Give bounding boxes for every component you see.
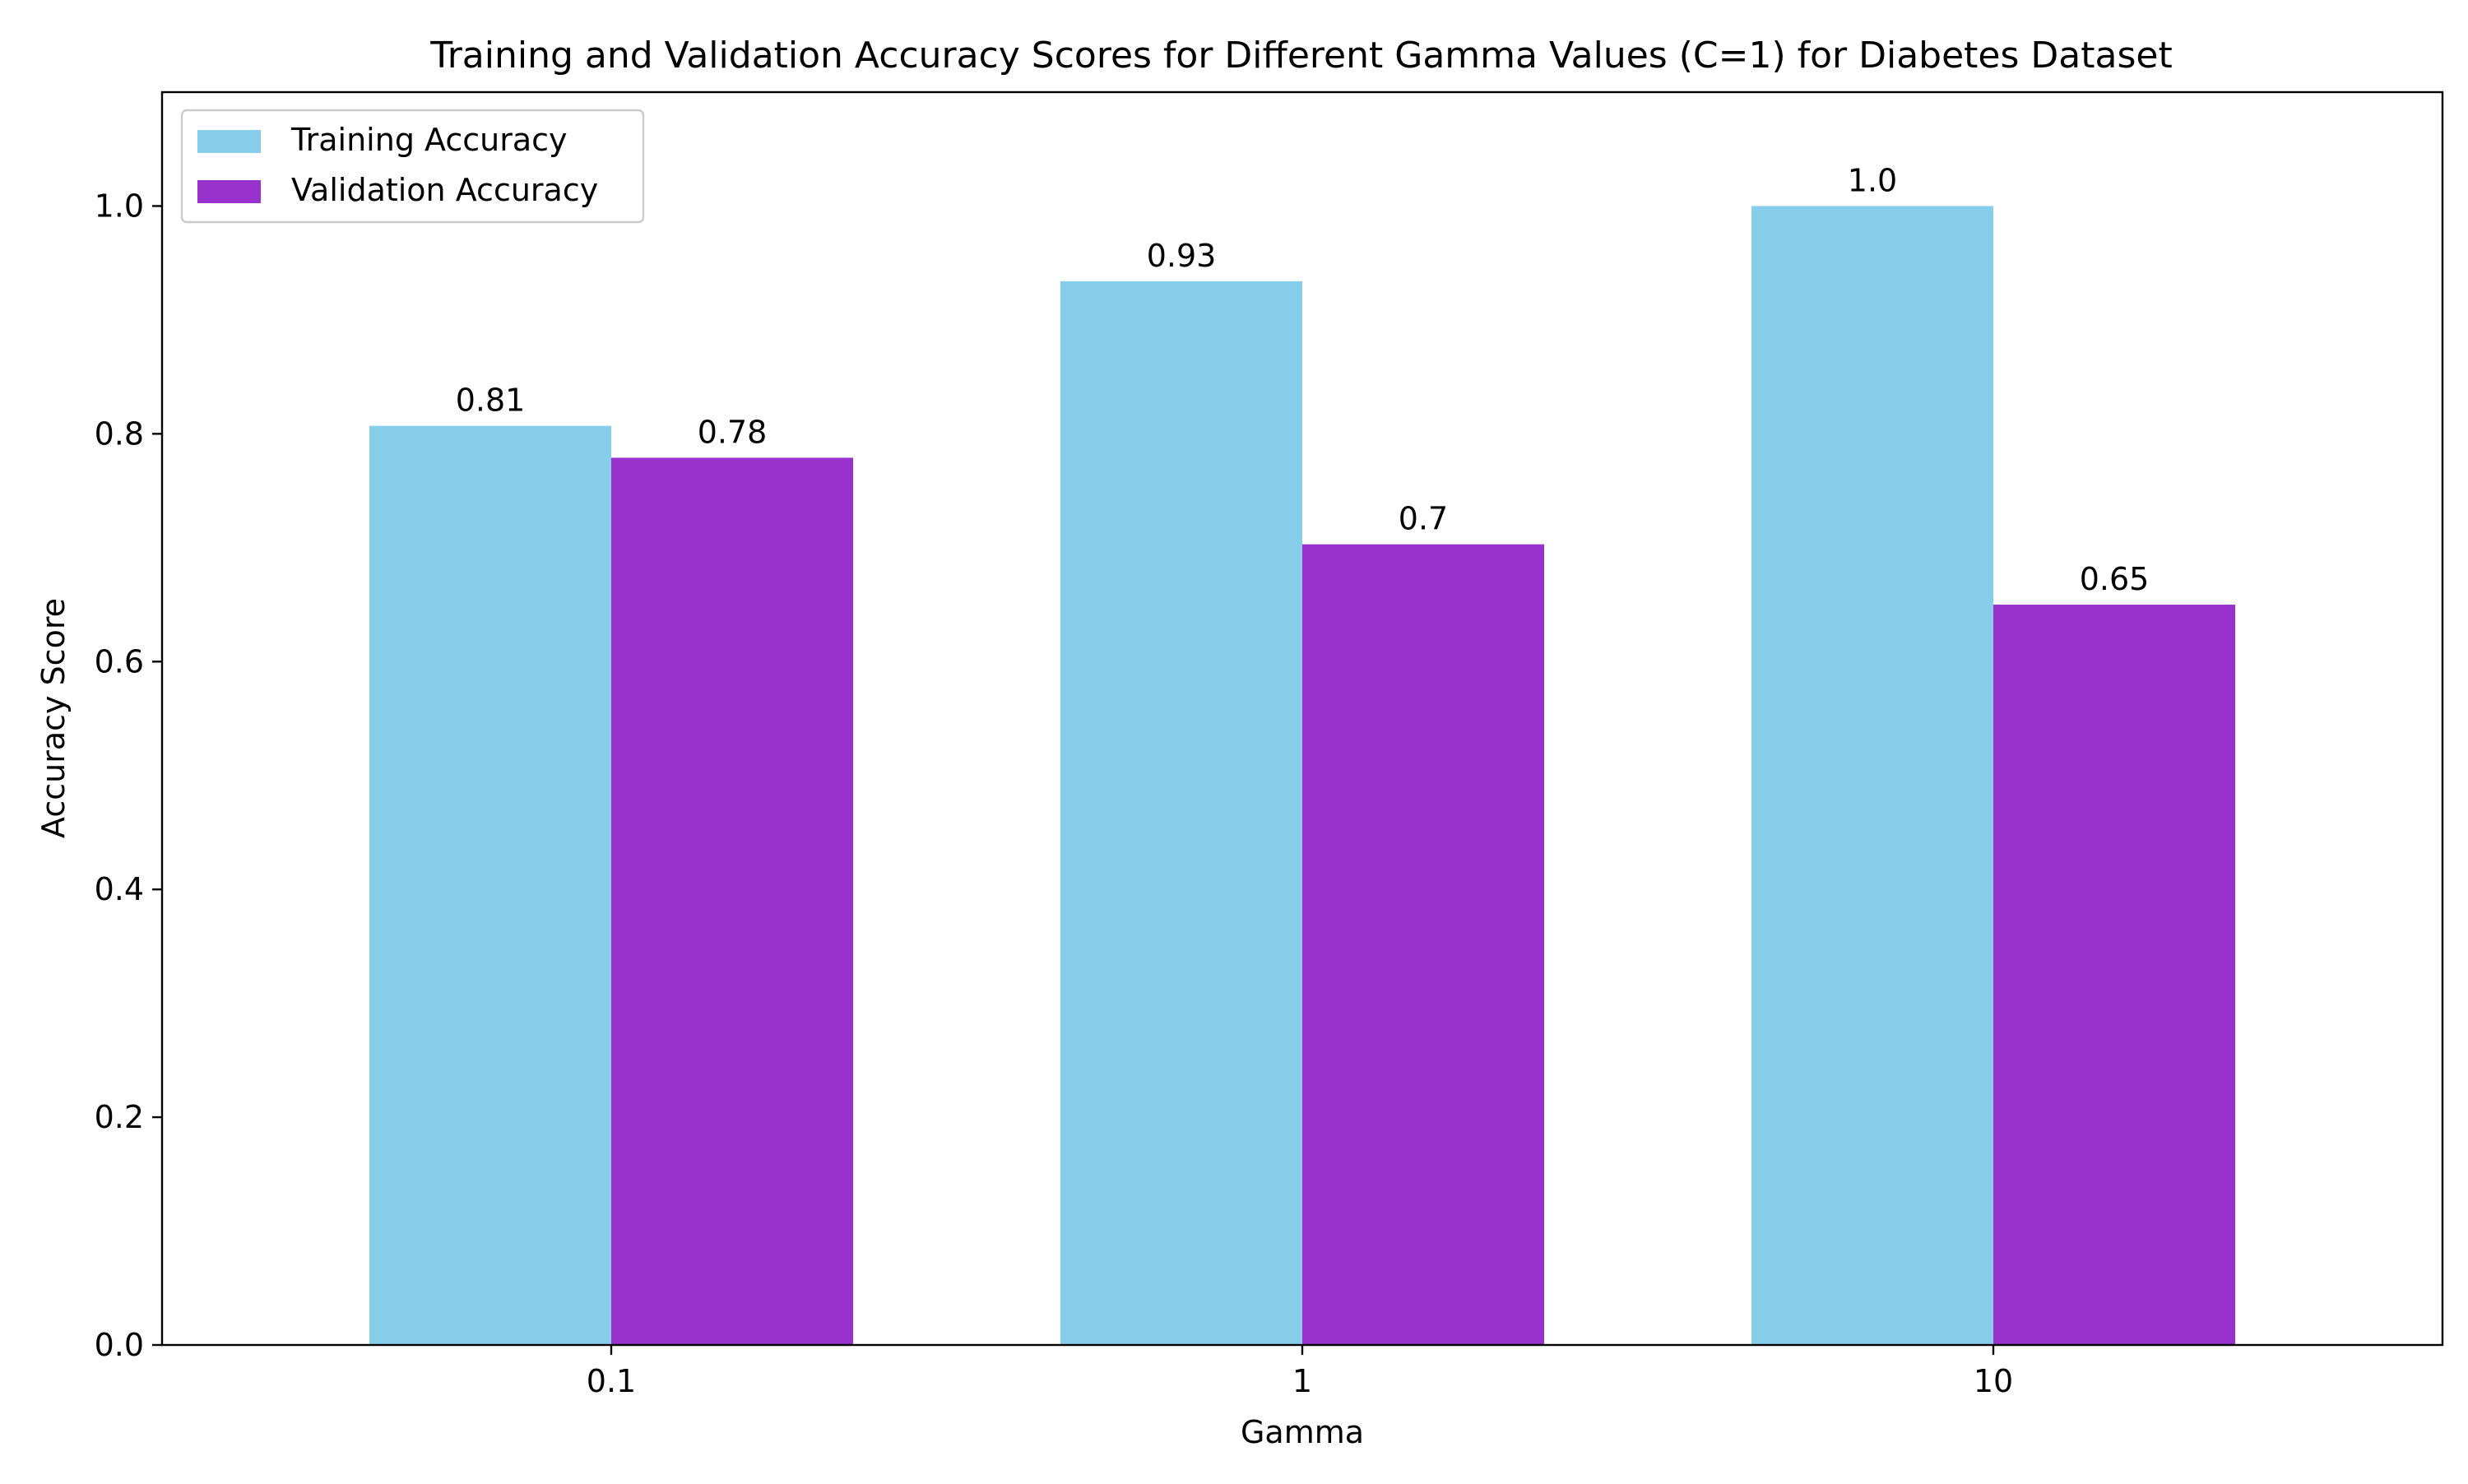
y-tick-label: 0.8	[95, 415, 144, 452]
bar-value-label: 0.93	[1147, 238, 1217, 274]
bar-validation-0.1	[611, 457, 853, 1345]
bar-value-label: 0.7	[1399, 501, 1448, 537]
bar-value-label: 0.65	[2080, 561, 2150, 597]
bar-training-0.1	[369, 425, 611, 1345]
y-tick-label: 0.2	[95, 1099, 144, 1135]
bar-value-label: 0.78	[698, 414, 768, 450]
legend: Training Accuracy Validation Accuracy	[180, 109, 645, 224]
y-axis: 0.0 0.2 0.4 0.6 0.8 1.0	[95, 188, 162, 1363]
y-tick-label: 0.0	[95, 1327, 144, 1363]
x-axis: 0.1 1 10	[587, 1345, 2013, 1399]
y-tick-label: 0.6	[95, 643, 144, 679]
y-tick-label: 1.0	[95, 188, 144, 224]
y-axis-label: Accuracy Score	[35, 598, 72, 838]
plot-bars	[369, 206, 2235, 1346]
legend-box	[180, 109, 645, 224]
chart-title: Training and Validation Accuracy Scores …	[429, 35, 2172, 77]
bar-validation-1	[1302, 544, 1544, 1345]
legend-label-training: Training Accuracy	[290, 122, 568, 158]
legend-label-validation: Validation Accuracy	[291, 172, 598, 208]
bar-value-labels: 0.81 0.93 1.0 0.78 0.7 0.65	[456, 162, 2150, 597]
bar-value-label: 1.0	[1848, 162, 1897, 198]
bar-training-10	[1751, 206, 1993, 1345]
x-tick-label: 1	[1292, 1363, 1312, 1399]
bar-validation-10	[1993, 605, 2235, 1345]
legend-swatch-validation	[197, 180, 261, 203]
x-tick-label: 0.1	[587, 1363, 636, 1399]
bar-value-label: 0.81	[456, 383, 526, 419]
y-tick-label: 0.4	[95, 871, 144, 907]
x-tick-label: 10	[1974, 1363, 2013, 1399]
x-axis-label: Gamma	[1241, 1414, 1364, 1450]
legend-swatch-training	[197, 130, 261, 153]
bar-training-1	[1060, 281, 1302, 1346]
